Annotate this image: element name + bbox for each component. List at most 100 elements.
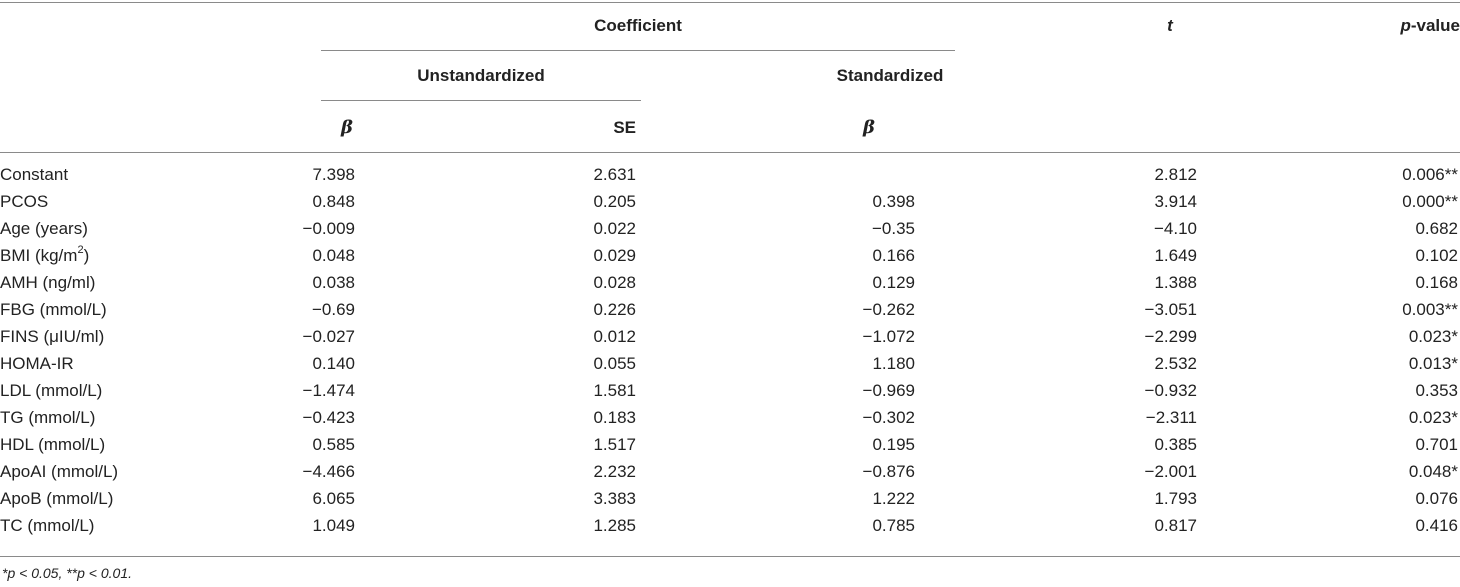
cell-unstandardized-beta: −0.69 <box>311 300 355 319</box>
variable-label-superscript: 2 <box>77 244 84 257</box>
cell-se: 1.285 <box>593 516 636 535</box>
cell-variable-label: Constant <box>0 165 68 185</box>
table-top-rule <box>0 2 1460 3</box>
cell-unstandardized-beta: −4.466 <box>302 462 355 481</box>
cell-unstandardized-beta: −0.027 <box>302 327 355 346</box>
cell-p-value: 0.353 <box>1415 381 1458 400</box>
cell-unstandardized-beta: 6.065 <box>312 489 355 508</box>
variable-label-text: FINS (μIU/ml) <box>0 327 105 346</box>
cell-t: 1.793 <box>1154 489 1197 508</box>
cell-se: 0.183 <box>593 408 636 427</box>
cell-unstandardized-beta: 0.585 <box>312 435 355 454</box>
variable-label-text: Age (years) <box>0 219 88 238</box>
cell-variable-label: HOMA-IR <box>0 354 74 374</box>
cell-unstandardized-beta: −0.009 <box>302 219 355 238</box>
cell-t: 2.532 <box>1154 354 1197 373</box>
cell-se: 0.012 <box>593 327 636 346</box>
cell-standardized-beta: 0.195 <box>872 435 915 454</box>
cell-standardized-beta: 0.166 <box>872 246 915 265</box>
cell-variable-label: ApoB (mmol/L) <box>0 489 113 509</box>
cell-se: 1.517 <box>593 435 636 454</box>
header-beta-standardized: β <box>863 117 875 138</box>
cell-se: 0.022 <box>593 219 636 238</box>
cell-p-value: 0.076 <box>1415 489 1458 508</box>
cell-p-value: 0.048* <box>1408 462 1458 481</box>
table-footnote: *p < 0.05, **p < 0.01. <box>2 565 132 581</box>
header-t: t <box>1167 16 1173 35</box>
cell-t: 0.817 <box>1154 516 1197 535</box>
cell-variable-label: FINS (μIU/ml) <box>0 327 104 347</box>
cell-p-value: 0.006** <box>1402 165 1458 184</box>
cell-t: −0.932 <box>1144 381 1197 400</box>
cell-se: 3.383 <box>593 489 636 508</box>
cell-variable-label: FBG (mmol/L) <box>0 300 107 320</box>
cell-unstandardized-beta: 0.038 <box>312 273 355 292</box>
cell-unstandardized-beta: 0.140 <box>312 354 355 373</box>
variable-label-tail: ) <box>83 246 90 265</box>
cell-variable-label: Age (years) <box>0 219 88 239</box>
cell-se: 0.055 <box>593 354 636 373</box>
cell-standardized-beta: 1.222 <box>872 489 915 508</box>
cell-p-value: 0.023* <box>1408 408 1458 427</box>
header-p-value: p-value <box>1400 16 1460 36</box>
cell-variable-label: AMH (ng/ml) <box>0 273 95 293</box>
cell-variable-label: BMI (kg/m2) <box>0 244 90 266</box>
cell-p-value: 0.013* <box>1408 354 1458 373</box>
variable-label-text: AMH (ng/ml) <box>0 273 96 292</box>
cell-se: 0.028 <box>593 273 636 292</box>
variable-label-text: ApoAI (mmol/L) <box>0 462 119 481</box>
cell-se: 0.226 <box>593 300 636 319</box>
cell-standardized-beta: −0.969 <box>862 381 915 400</box>
cell-standardized-beta: −0.302 <box>862 408 915 427</box>
unstandardized-span-rule <box>321 100 641 101</box>
header-unstandardized: Unstandardized <box>417 66 545 85</box>
header-coefficient: Coefficient <box>594 16 682 35</box>
cell-t: −2.299 <box>1144 327 1197 346</box>
cell-se: 0.029 <box>593 246 636 265</box>
cell-unstandardized-beta: 0.048 <box>312 246 355 265</box>
cell-p-value: 0.102 <box>1415 246 1458 265</box>
variable-label-text: PCOS <box>0 192 49 211</box>
cell-t: 1.388 <box>1154 273 1197 292</box>
cell-standardized-beta: −0.262 <box>862 300 915 319</box>
variable-label-text: ApoB (mmol/L) <box>0 489 114 508</box>
cell-unstandardized-beta: −1.474 <box>302 381 355 400</box>
variable-label-text: Constant <box>0 165 69 184</box>
cell-unstandardized-beta: 0.848 <box>312 192 355 211</box>
variable-label-text: FBG (mmol/L) <box>0 300 107 319</box>
cell-se: 1.581 <box>593 381 636 400</box>
cell-t: 2.812 <box>1154 165 1197 184</box>
cell-p-value: 0.416 <box>1415 516 1458 535</box>
coefficient-span-rule <box>321 50 955 51</box>
variable-label-text: HDL (mmol/L) <box>0 435 106 454</box>
variable-label-text: BMI (kg/m <box>0 246 78 265</box>
cell-t: −3.051 <box>1144 300 1197 319</box>
cell-p-value: 0.682 <box>1415 219 1458 238</box>
cell-se: 2.631 <box>593 165 636 184</box>
variable-label-text: TG (mmol/L) <box>0 408 96 427</box>
header-p-italic: p <box>1400 16 1411 35</box>
cell-p-value: 0.701 <box>1415 435 1458 454</box>
cell-se: 0.205 <box>593 192 636 211</box>
cell-standardized-beta: 0.398 <box>872 192 915 211</box>
cell-standardized-beta: 1.180 <box>872 354 915 373</box>
cell-t: 3.914 <box>1154 192 1197 211</box>
cell-standardized-beta: −1.072 <box>862 327 915 346</box>
cell-standardized-beta: −0.876 <box>862 462 915 481</box>
cell-variable-label: HDL (mmol/L) <box>0 435 105 455</box>
cell-t: 0.385 <box>1154 435 1197 454</box>
cell-variable-label: PCOS <box>0 192 48 212</box>
cell-variable-label: ApoAI (mmol/L) <box>0 462 118 482</box>
cell-variable-label: TC (mmol/L) <box>0 516 94 536</box>
cell-standardized-beta: −0.35 <box>871 219 915 238</box>
cell-unstandardized-beta: −0.423 <box>302 408 355 427</box>
variable-label-text: LDL (mmol/L) <box>0 381 103 400</box>
cell-se: 2.232 <box>593 462 636 481</box>
cell-t: 1.649 <box>1154 246 1197 265</box>
header-bottom-rule <box>0 152 1460 153</box>
header-standardized: Standardized <box>836 66 944 85</box>
header-p-rest: -value <box>1410 16 1460 35</box>
table-bottom-rule <box>0 556 1460 557</box>
variable-label-text: TC (mmol/L) <box>0 516 95 535</box>
cell-standardized-beta: 0.129 <box>872 273 915 292</box>
